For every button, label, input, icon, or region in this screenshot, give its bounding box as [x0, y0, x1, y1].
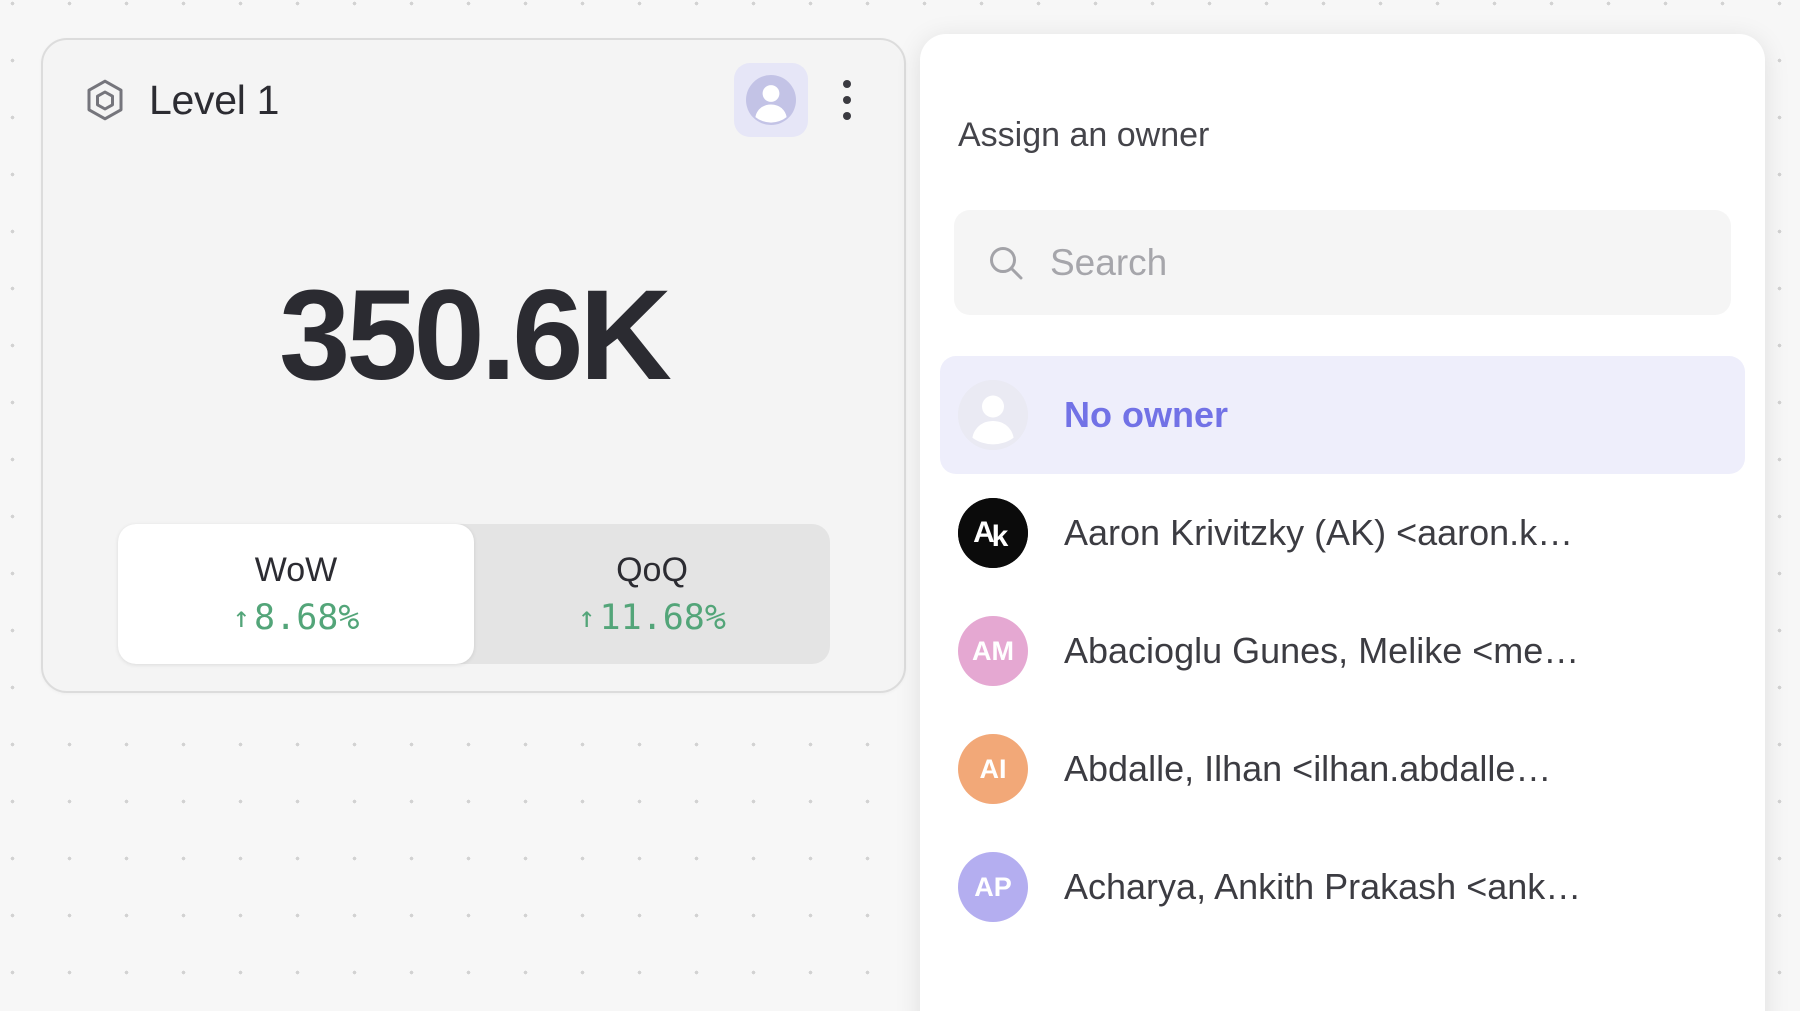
delta-segment-qoq-change: ↑ 11.68% — [578, 598, 726, 638]
up-arrow-icon: ↑ — [578, 600, 596, 634]
owner-search-input[interactable] — [1050, 241, 1699, 284]
delta-segment-qoq-label: QoQ — [616, 550, 688, 589]
metric-card-title: Level 1 — [149, 76, 280, 123]
owner-list-item-label: Abdalle, Ilhan <ilhan.abdalle… — [1064, 748, 1552, 789]
assign-owner-panel: Assign an owner No owner — [920, 34, 1765, 1011]
avatar-initials: AI — [979, 753, 1007, 784]
owner-list: No owner A k Aaron Krivitzky (AK) <aaron… — [940, 356, 1745, 946]
delta-segment-wow-value: 8.68% — [254, 597, 360, 638]
assign-owner-panel-title: Assign an owner — [958, 116, 1210, 154]
kebab-dot-2 — [843, 96, 851, 104]
owner-list-item-no-owner[interactable]: No owner — [940, 356, 1745, 474]
delta-segment-wow[interactable]: WoW ↑ 8.68% — [118, 524, 474, 664]
owner-list-item-abdalle-ilhan[interactable]: AI Abdalle, Ilhan <ilhan.abdalle… — [940, 710, 1745, 828]
avatar: A k — [958, 498, 1028, 568]
avatar-initials: AM — [972, 635, 1014, 666]
svg-text:A: A — [973, 516, 995, 549]
assign-owner-avatar-button[interactable] — [734, 63, 808, 137]
avatar: AI — [958, 734, 1028, 804]
owner-search-box[interactable] — [954, 210, 1731, 315]
person-avatar-icon — [958, 380, 1028, 450]
svg-text:k: k — [992, 520, 1009, 553]
owner-list-item-label: Acharya, Ankith Prakash <ank… — [1064, 866, 1582, 907]
owner-list-item-label: Aaron Krivitzky (AK) <aaron.k… — [1064, 512, 1574, 553]
delta-period-toggle[interactable]: WoW ↑ 8.68% QoQ ↑ 11.68% — [118, 524, 830, 664]
avatar: AP — [958, 852, 1028, 922]
hexagon-metric-icon — [83, 78, 127, 122]
metric-card[interactable]: Level 1 350.6K WoW ↑ 8.68% — [41, 38, 906, 693]
up-arrow-icon: ↑ — [232, 600, 251, 634]
owner-list-item-label: No owner — [1064, 394, 1229, 435]
person-avatar-icon — [745, 74, 797, 126]
metric-value: 350.6K — [279, 264, 672, 407]
search-icon — [986, 243, 1026, 283]
owner-list-item-aaron-krivitzky[interactable]: A k Aaron Krivitzky (AK) <aaron.k… — [940, 474, 1745, 592]
delta-segment-wow-label: WoW — [254, 550, 338, 589]
metric-card-header: Level 1 — [43, 40, 904, 160]
delta-segment-qoq-value: 11.68% — [599, 597, 726, 638]
kebab-dot-1 — [843, 80, 851, 88]
kebab-dot-3 — [843, 112, 851, 120]
owner-list-item-abacioglu-gunes[interactable]: AM Abacioglu Gunes, Melike <me… — [940, 592, 1745, 710]
delta-segment-qoq[interactable]: QoQ ↑ 11.68% — [474, 524, 830, 664]
kebab-menu-icon[interactable] — [822, 65, 872, 135]
owner-list-item-label: Abacioglu Gunes, Melike <me… — [1064, 630, 1580, 671]
avatar: AM — [958, 616, 1028, 686]
owner-list-item-acharya-ankith[interactable]: AP Acharya, Ankith Prakash <ank… — [940, 828, 1745, 946]
delta-segment-wow-change: ↑ 8.68% — [233, 598, 360, 638]
avatar-initials: AP — [974, 871, 1012, 902]
